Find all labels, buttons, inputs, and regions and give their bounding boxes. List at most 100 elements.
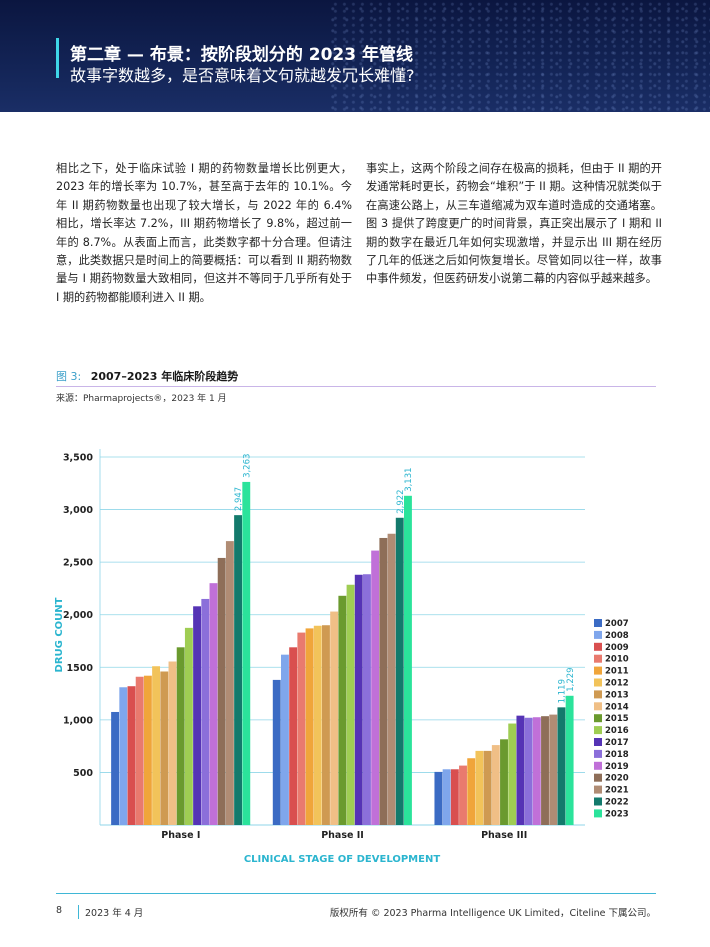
bar-2017-phase-ii bbox=[354, 574, 363, 825]
legend-label: 2009 bbox=[605, 643, 629, 653]
y-tick-label: 1500 bbox=[67, 663, 94, 674]
bar-2020-phase-i bbox=[217, 557, 226, 825]
bar-2011-phase-ii bbox=[305, 628, 314, 825]
bar-2010-phase-iii bbox=[459, 765, 467, 825]
bar-2018-phase-i bbox=[201, 598, 210, 825]
bar-2012-phase-ii bbox=[313, 625, 322, 825]
x-tick-label: Phase II bbox=[321, 830, 364, 841]
y-tick-label: 1,000 bbox=[63, 715, 93, 726]
bar-2015-phase-ii bbox=[338, 595, 347, 825]
bar-2023-phase-ii bbox=[404, 495, 412, 825]
data-label: 1,119 bbox=[558, 679, 568, 703]
figure-number: 图 3: bbox=[56, 370, 82, 383]
footer-divider bbox=[56, 893, 656, 894]
legend-label: 2022 bbox=[605, 798, 629, 808]
legend-swatch bbox=[594, 773, 602, 782]
bar-2007-phase-iii bbox=[434, 771, 443, 825]
bar-2023-phase-i bbox=[242, 481, 251, 825]
x-tick-label: Phase III bbox=[481, 830, 527, 841]
legend-swatch bbox=[594, 726, 602, 735]
legend-label: 2012 bbox=[605, 679, 629, 689]
legend-label: 2020 bbox=[605, 774, 629, 784]
legend-swatch bbox=[594, 678, 602, 687]
legend-label: 2021 bbox=[605, 786, 629, 796]
bar-2008-phase-ii bbox=[281, 654, 289, 825]
y-tick-label: 3,000 bbox=[63, 505, 93, 516]
bar-2018-phase-iii bbox=[524, 717, 533, 825]
bar-2015-phase-i bbox=[176, 647, 185, 825]
bar-2015-phase-iii bbox=[500, 739, 508, 825]
y-tick-label: 2,000 bbox=[63, 610, 93, 621]
bar-2019-phase-ii bbox=[371, 550, 380, 825]
y-tick-label: 2,500 bbox=[63, 558, 93, 569]
footer-date: 2023 年 4 月 bbox=[78, 905, 143, 919]
legend-label: 2018 bbox=[605, 750, 629, 760]
bar-2013-phase-i bbox=[160, 671, 169, 825]
x-axis-title: CLINICAL STAGE OF DEVELOPMENT bbox=[244, 854, 440, 865]
legend-label: 2013 bbox=[605, 690, 629, 700]
x-tick-label: Phase I bbox=[161, 830, 200, 841]
legend-swatch bbox=[594, 738, 602, 746]
bar-2010-phase-ii bbox=[297, 632, 306, 825]
y-tick-label: 500 bbox=[73, 768, 93, 779]
bar-2014-phase-i bbox=[168, 661, 177, 825]
legend-label: 2008 bbox=[605, 631, 629, 641]
legend-label: 2016 bbox=[605, 726, 629, 736]
bar-2023-phase-iii bbox=[565, 695, 574, 825]
bar-2009-phase-i bbox=[127, 686, 136, 825]
clinical-stage-bar-chart: 500 1,000 1500 2,000 2,500 3,000 3,500 Phase I… bbox=[54, 449, 629, 865]
footer-copyright: 版权所有 © 2023 Pharma Intelligence UK Limit… bbox=[329, 908, 656, 919]
bar-2017-phase-iii bbox=[516, 715, 525, 825]
page-header: 第二章 — 布景：按阶段划分的 2023 年管线 故事字数越多，是否意味着文句就… bbox=[0, 0, 710, 112]
legend-label: 2017 bbox=[605, 738, 629, 748]
legend-swatch bbox=[594, 630, 602, 639]
bar-2014-phase-iii bbox=[491, 745, 500, 825]
legend-swatch bbox=[594, 809, 602, 818]
bar-2011-phase-i bbox=[143, 675, 152, 825]
legend-label: 2023 bbox=[605, 809, 629, 819]
figure-divider bbox=[56, 386, 656, 387]
bar-2019-phase-i bbox=[209, 583, 218, 825]
legend-label: 2011 bbox=[605, 667, 629, 677]
legend-swatch bbox=[594, 797, 602, 806]
legend-label: 2014 bbox=[605, 702, 629, 712]
chapter-title: 第二章 — 布景：按阶段划分的 2023 年管线 bbox=[70, 45, 413, 65]
legend-swatch bbox=[594, 642, 602, 651]
data-label: 2,922 bbox=[396, 489, 406, 513]
bar-2008-phase-i bbox=[119, 687, 128, 825]
bar-2014-phase-ii bbox=[330, 611, 339, 825]
legend-swatch bbox=[594, 690, 602, 699]
bar-2013-phase-ii bbox=[322, 625, 330, 825]
figure-title: 2007–2023 年临床阶段趋势 bbox=[90, 370, 239, 383]
legend-swatch bbox=[594, 654, 602, 663]
bar-2009-phase-ii bbox=[289, 647, 298, 825]
legend-label: 2007 bbox=[605, 619, 629, 629]
bar-2016-phase-iii bbox=[508, 723, 517, 825]
chapter-subtitle: 故事字数越多，是否意味着文句就越发冗长难懂? bbox=[70, 66, 415, 85]
bar-2022-phase-i bbox=[234, 515, 243, 825]
bar-2012-phase-iii bbox=[475, 750, 484, 825]
legend-label: 2010 bbox=[605, 655, 629, 665]
bar-2007-phase-ii bbox=[272, 679, 281, 825]
legend-swatch bbox=[594, 619, 602, 627]
data-label: 2,947 bbox=[234, 487, 244, 511]
bar-2020-phase-iii bbox=[541, 716, 549, 825]
data-label: 3,131 bbox=[404, 467, 414, 491]
bar-2022-phase-ii bbox=[395, 517, 404, 825]
bar-2007-phase-i bbox=[111, 711, 120, 825]
data-label: 3,263 bbox=[242, 454, 252, 478]
bar-2008-phase-iii bbox=[442, 769, 451, 825]
bar-2018-phase-ii bbox=[363, 574, 371, 825]
y-axis-title: DRUG COUNT bbox=[54, 597, 65, 672]
bar-2021-phase-iii bbox=[549, 714, 558, 825]
legend-swatch bbox=[594, 761, 602, 770]
bar-2009-phase-iii bbox=[450, 769, 459, 825]
figure-caption: 图 3: 2007–2023 年临床阶段趋势 bbox=[56, 368, 238, 384]
figure-source: 来源：Pharmaprojects®，2023 年 1 月 bbox=[56, 394, 227, 404]
bar-2017-phase-i bbox=[193, 606, 202, 825]
legend-swatch bbox=[594, 702, 602, 711]
legend-swatch bbox=[594, 749, 602, 758]
bar-2012-phase-i bbox=[152, 666, 161, 825]
header-background-pattern bbox=[330, 0, 710, 112]
bar-2021-phase-i bbox=[225, 541, 234, 825]
